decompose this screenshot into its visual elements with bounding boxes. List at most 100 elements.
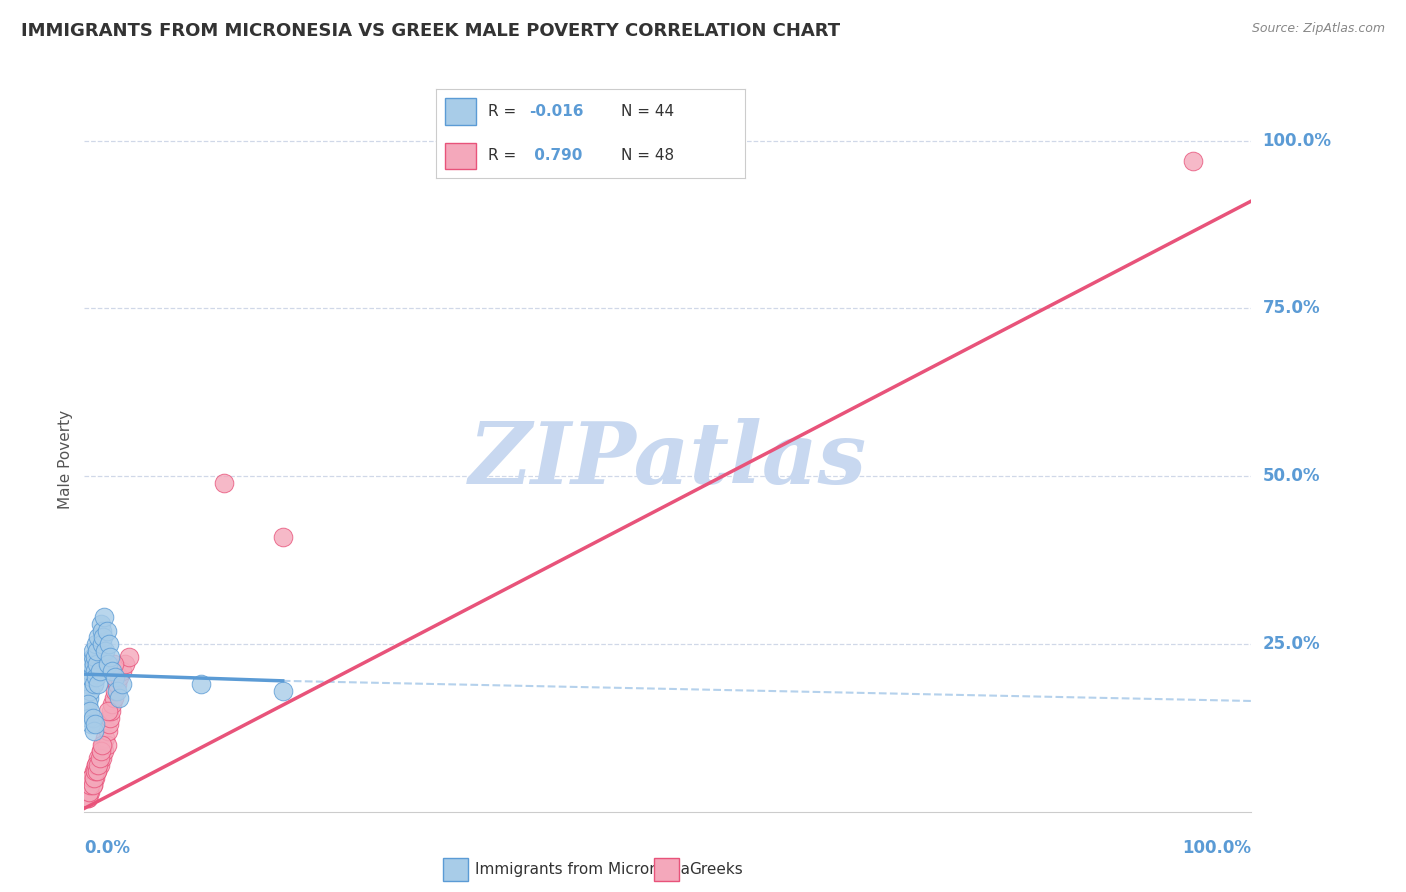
Point bbox=[76, 704, 98, 718]
Point bbox=[82, 778, 104, 792]
Point bbox=[76, 698, 98, 712]
Point bbox=[271, 530, 294, 544]
Text: R =: R = bbox=[488, 104, 522, 120]
Point bbox=[96, 624, 118, 638]
Point bbox=[103, 690, 125, 705]
Text: N = 44: N = 44 bbox=[621, 104, 675, 120]
Point bbox=[93, 610, 115, 624]
FancyBboxPatch shape bbox=[446, 98, 477, 125]
Point bbox=[214, 475, 236, 490]
Point bbox=[93, 744, 115, 758]
Y-axis label: Male Poverty: Male Poverty bbox=[58, 409, 73, 509]
Point bbox=[101, 698, 124, 712]
FancyBboxPatch shape bbox=[446, 143, 477, 169]
Point bbox=[76, 791, 98, 805]
Point bbox=[103, 657, 125, 671]
Point bbox=[86, 643, 108, 657]
Point bbox=[84, 637, 107, 651]
Point bbox=[97, 657, 120, 671]
Text: 50.0%: 50.0% bbox=[1263, 467, 1320, 485]
Text: 100.0%: 100.0% bbox=[1263, 132, 1331, 150]
Point bbox=[97, 717, 120, 731]
Text: 0.0%: 0.0% bbox=[84, 838, 131, 856]
Point bbox=[77, 784, 100, 798]
Point bbox=[271, 684, 294, 698]
Point bbox=[76, 784, 98, 798]
Point bbox=[80, 771, 103, 785]
Point bbox=[100, 704, 122, 718]
Point bbox=[108, 690, 131, 705]
Text: IMMIGRANTS FROM MICRONESIA VS GREEK MALE POVERTY CORRELATION CHART: IMMIGRANTS FROM MICRONESIA VS GREEK MALE… bbox=[21, 22, 841, 40]
Point bbox=[90, 624, 112, 638]
Point bbox=[76, 677, 98, 691]
Text: 75.0%: 75.0% bbox=[1263, 300, 1320, 318]
Point bbox=[82, 650, 104, 665]
Point bbox=[104, 671, 127, 685]
Point bbox=[118, 650, 141, 665]
Point bbox=[90, 744, 112, 758]
Point bbox=[96, 738, 118, 752]
Text: 25.0%: 25.0% bbox=[1263, 635, 1320, 653]
Point bbox=[84, 757, 107, 772]
Point bbox=[94, 731, 117, 745]
Point bbox=[111, 664, 134, 678]
Text: Immigrants from Micronesia: Immigrants from Micronesia bbox=[475, 863, 690, 877]
Point bbox=[1181, 153, 1204, 168]
Point bbox=[79, 784, 101, 798]
Point bbox=[84, 671, 107, 685]
Point bbox=[83, 764, 105, 779]
Text: 0.790: 0.790 bbox=[529, 148, 582, 163]
Point bbox=[98, 711, 121, 725]
Point bbox=[86, 657, 108, 671]
Point bbox=[90, 637, 112, 651]
Point bbox=[101, 664, 124, 678]
Point bbox=[87, 630, 110, 644]
Point bbox=[79, 664, 101, 678]
Point bbox=[111, 677, 134, 691]
Point bbox=[80, 717, 103, 731]
Point bbox=[89, 757, 111, 772]
Point bbox=[79, 684, 101, 698]
Point bbox=[80, 671, 103, 685]
Text: 100.0%: 100.0% bbox=[1182, 838, 1251, 856]
Point bbox=[114, 657, 136, 671]
Text: R =: R = bbox=[488, 148, 522, 163]
Point bbox=[82, 643, 104, 657]
Point bbox=[83, 650, 105, 665]
Point bbox=[190, 677, 212, 691]
Point bbox=[105, 684, 128, 698]
Point bbox=[86, 764, 108, 779]
Point bbox=[83, 657, 105, 671]
Point bbox=[87, 751, 110, 765]
Text: Source: ZipAtlas.com: Source: ZipAtlas.com bbox=[1251, 22, 1385, 36]
Point bbox=[83, 764, 105, 779]
Point bbox=[84, 757, 107, 772]
Point bbox=[90, 616, 112, 631]
Point bbox=[87, 677, 110, 691]
Point bbox=[77, 690, 100, 705]
Point bbox=[86, 764, 108, 779]
Point bbox=[90, 738, 112, 752]
Point bbox=[80, 771, 103, 785]
Point bbox=[89, 751, 111, 765]
Point bbox=[108, 671, 131, 685]
Point bbox=[97, 724, 120, 739]
Text: Greeks: Greeks bbox=[689, 863, 742, 877]
Text: ZIPatlas: ZIPatlas bbox=[468, 417, 868, 501]
Point bbox=[89, 664, 111, 678]
Point bbox=[87, 757, 110, 772]
Point bbox=[105, 677, 128, 691]
Point bbox=[83, 771, 105, 785]
Point bbox=[91, 738, 114, 752]
Point bbox=[76, 791, 98, 805]
Point bbox=[83, 717, 105, 731]
Point bbox=[80, 657, 103, 671]
Text: N = 48: N = 48 bbox=[621, 148, 675, 163]
Point bbox=[90, 744, 112, 758]
Text: -0.016: -0.016 bbox=[529, 104, 583, 120]
Point bbox=[94, 643, 117, 657]
Point bbox=[79, 778, 101, 792]
Point bbox=[83, 771, 105, 785]
Point bbox=[82, 711, 104, 725]
Point bbox=[83, 664, 105, 678]
